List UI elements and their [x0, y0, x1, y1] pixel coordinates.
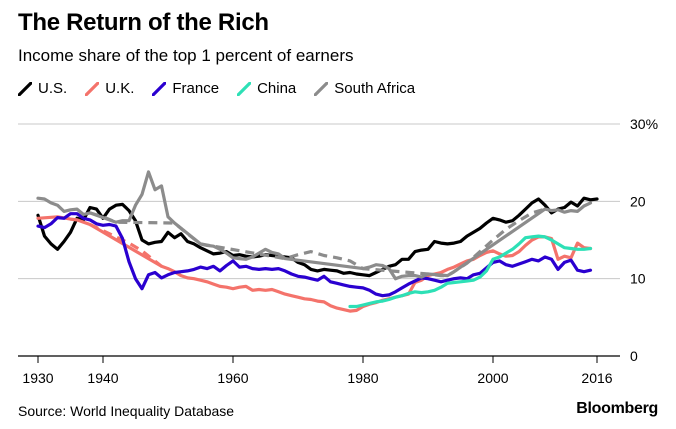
legend-swatch-us — [18, 81, 32, 96]
legend-swatch-france — [152, 81, 167, 96]
legend-line-us — [18, 81, 32, 96]
legend-line-france — [152, 81, 167, 96]
legend-label-us: U.S. — [38, 80, 68, 97]
legend-item-china: China — [237, 80, 296, 97]
series-line-france — [36, 212, 593, 298]
x-tick-label: 1930 — [22, 370, 53, 386]
x-tick-label: 1980 — [347, 370, 378, 386]
legend-line-uk — [85, 81, 100, 96]
x-tick-label: 1960 — [217, 370, 248, 386]
series-line-china — [348, 234, 593, 309]
legend: U.S. U.K. France China South Africa — [18, 80, 433, 97]
y-tick-label: 10 — [630, 271, 646, 287]
series-lines — [36, 170, 599, 313]
series-line-south-africa — [36, 170, 593, 281]
bloomberg-logo: Bloomberg — [576, 400, 658, 417]
legend-label-uk: U.K. — [105, 80, 135, 97]
x-tick-label: 2000 — [477, 370, 508, 386]
chart-title: The Return of the Rich — [18, 9, 269, 36]
legend-label-south-africa: South Africa — [334, 80, 416, 97]
x-tick-label: 2016 — [581, 370, 612, 386]
legend-label-france: France — [172, 80, 220, 97]
legend-swatch-south-africa — [314, 81, 329, 96]
source-note: Source: World Inequality Database — [18, 403, 235, 419]
legend-label-china: China — [257, 80, 297, 97]
axes: 0 10 20 30% 1930 1940 1960 1980 2000 2016 — [22, 116, 658, 386]
legend-item-france: France — [152, 80, 219, 97]
legend-swatch-uk — [85, 81, 100, 96]
y-tick-label: 30% — [630, 116, 658, 132]
legend-item-us: U.S. — [18, 80, 67, 97]
x-tick-label: 1940 — [87, 370, 118, 386]
legend-swatch-china — [237, 81, 252, 96]
chart-subtitle: Income share of the top 1 percent of ear… — [18, 46, 354, 65]
series-line-u-k — [36, 215, 593, 313]
y-tick-label: 20 — [630, 193, 646, 209]
legend-item-south-africa: South Africa — [314, 80, 415, 97]
y-tick-label: 0 — [630, 348, 638, 364]
legend-line-south-africa — [314, 81, 329, 96]
legend-item-uk: U.K. — [85, 80, 134, 97]
legend-line-china — [237, 81, 252, 96]
